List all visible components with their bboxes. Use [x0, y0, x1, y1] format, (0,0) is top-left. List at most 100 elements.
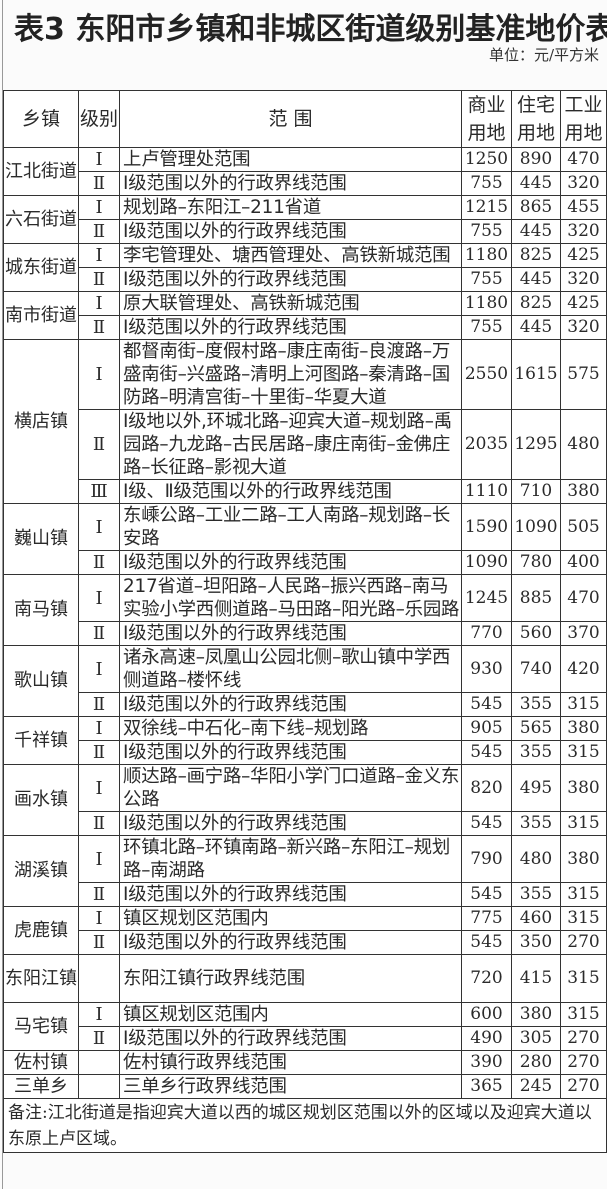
level-cell: Ⅱ [78, 219, 120, 244]
industrial-price-cell: 425 [560, 291, 607, 316]
scope-cell: Ⅰ级范围以外的行政界线范围 [119, 740, 462, 765]
level-cell: Ⅱ [78, 171, 120, 196]
page-border [2, 0, 3, 1189]
level-cell: Ⅱ [78, 930, 120, 955]
table-header-row: 乡镇 级别 范 围 商业用地 住宅用地 工业用地 [3, 90, 607, 148]
table-row: Ⅲ Ⅰ级、Ⅱ级范围以外的行政界线范围 1110 710 380 [4, 479, 607, 504]
scope-cell: 规划路–东阳江–211省道 [119, 195, 462, 220]
industrial-price-cell: 470 [560, 574, 607, 622]
residential-price-cell: 415 [511, 954, 561, 1003]
land-price-table: 乡镇 级别 范 围 商业用地 住宅用地 工业用地 江北街道 Ⅰ 上卢管理处范围 125… [3, 90, 607, 1153]
industrial-price-cell: 380 [560, 764, 607, 812]
commercial-price-cell: 1180 [461, 291, 512, 316]
table-row: 城东街道 Ⅰ 李宅管理处、塘西管理处、高铁新城范围 1180 825 425 [3, 243, 607, 292]
scope-cell: 环镇北路–环镇南路–新兴路–东阳江–规划路–南湖路 [119, 835, 462, 883]
scope-cell: Ⅰ级范围以外的行政界线范围 [119, 219, 462, 244]
industrial-price-cell: 315 [560, 906, 607, 931]
scope-cell: 镇区规划区范围内 [119, 1002, 462, 1027]
town-name-cell: 画水镇 [3, 764, 79, 836]
residential-price-cell: 495 [511, 764, 561, 812]
residential-price-cell: 1090 [511, 503, 561, 551]
level-cell: Ⅰ [78, 339, 120, 410]
scope-cell: 都督南街–度假村路–康庄南街–良渡路–万盛南街–兴盛路–清明上河图路–秦清路–国… [119, 339, 462, 410]
residential-price-cell: 355 [511, 740, 561, 765]
industrial-price-cell: 320 [560, 267, 607, 292]
industrial-price-cell: 380 [560, 716, 607, 741]
table-row: Ⅱ Ⅰ级范围以外的行政界线范围 755 445 320 [4, 267, 607, 292]
level-cell: Ⅰ [78, 716, 120, 741]
commercial-price-cell: 1090 [461, 550, 512, 575]
commercial-price-cell: 820 [461, 764, 512, 812]
commercial-price-cell: 545 [461, 930, 512, 955]
residential-price-cell: 480 [511, 835, 561, 883]
residential-price-cell: 355 [511, 692, 561, 717]
table-row: 巍山镇 Ⅰ 东嵊公路–工业二路–工人南路–规划路–长安路 1590 1090 505 [3, 503, 607, 575]
scope-cell: Ⅰ级范围以外的行政界线范围 [119, 692, 462, 717]
header-scope: 范 围 [119, 90, 462, 148]
level-cell: Ⅰ [78, 243, 120, 268]
level-cell: Ⅰ [78, 835, 120, 883]
table-row: Ⅱ Ⅰ级范围以外的行政界线范围 755 445 320 [4, 219, 607, 244]
town-name-cell: 江北街道 [3, 147, 79, 196]
header-commercial: 商业用地 [461, 90, 512, 148]
town-name-cell: 三单乡 [3, 1074, 79, 1099]
header-industrial: 工业用地 [560, 90, 607, 148]
level-cell: Ⅲ [78, 479, 120, 504]
table-row: Ⅱ Ⅰ级范围以外的行政界线范围 755 445 320 [4, 171, 607, 196]
level-cell: Ⅱ [78, 267, 120, 292]
scope-cell: Ⅰ级范围以外的行政界线范围 [119, 550, 462, 575]
level-cell: Ⅰ [78, 764, 120, 812]
industrial-price-cell: 380 [560, 835, 607, 883]
residential-price-cell: 350 [511, 930, 561, 955]
residential-price-cell: 560 [511, 621, 561, 646]
industrial-price-cell: 270 [560, 1074, 607, 1099]
table-note: 备注:江北街道是指迎宾大道以西的城区规划区范围以外的区域以及迎宾大道以东原上卢区… [3, 1098, 607, 1153]
table-row: 横店镇 Ⅰ 都督南街–度假村路–康庄南街–良渡路–万盛南街–兴盛路–清明上河图路–秦… [3, 339, 607, 504]
commercial-price-cell: 1590 [461, 503, 512, 551]
scope-cell: 上卢管理处范围 [119, 147, 462, 172]
town-name-cell: 东阳江镇 [3, 954, 79, 1003]
level-cell: Ⅱ [78, 692, 120, 717]
industrial-price-cell: 270 [560, 930, 607, 955]
residential-price-cell: 445 [511, 171, 561, 196]
scope-cell: 双徐线–中石化–南下线–规划路 [119, 716, 462, 741]
level-cell: Ⅱ [78, 882, 120, 907]
commercial-price-cell: 1215 [461, 195, 512, 220]
residential-price-cell: 565 [511, 716, 561, 741]
scope-cell: Ⅰ级范围以外的行政界线范围 [119, 1026, 462, 1051]
commercial-price-cell: 790 [461, 835, 512, 883]
level-cell: Ⅰ [78, 503, 120, 551]
table-row: 虎鹿镇 Ⅰ 镇区规划区范围内 775 460 315 [3, 906, 607, 955]
commercial-price-cell: 770 [461, 621, 512, 646]
industrial-price-cell: 455 [560, 195, 607, 220]
scope-cell: 诸永高速–凤凰山公园北侧–歌山镇中学西侧道路–楼怀线 [119, 645, 462, 693]
industrial-price-cell: 315 [560, 1002, 607, 1027]
table-row: 马宅镇 Ⅰ 镇区规划区范围内 600 380 315 [3, 1002, 607, 1051]
commercial-price-cell: 1245 [461, 574, 512, 622]
town-name-cell: 巍山镇 [3, 503, 79, 575]
table-row: 江北街道 Ⅰ 上卢管理处范围 1250 890 470 [3, 147, 607, 196]
residential-price-cell: 355 [511, 882, 561, 907]
scope-cell: 李宅管理处、塘西管理处、高铁新城范围 [119, 243, 462, 268]
commercial-price-cell: 755 [461, 315, 512, 340]
scope-cell: Ⅰ级范围以外的行政界线范围 [119, 171, 462, 196]
commercial-price-cell: 545 [461, 740, 512, 765]
level-cell [78, 1074, 120, 1099]
industrial-price-cell: 315 [560, 882, 607, 907]
table-row: Ⅱ Ⅰ级范围以外的行政界线范围 545 350 270 [4, 930, 607, 955]
residential-price-cell: 890 [511, 147, 561, 172]
residential-price-cell: 825 [511, 243, 561, 268]
industrial-price-cell: 420 [560, 645, 607, 693]
residential-price-cell: 305 [511, 1026, 561, 1051]
level-cell [78, 1050, 120, 1075]
note-row: 备注:江北街道是指迎宾大道以西的城区规划区范围以外的区域以及迎宾大道以东原上卢区… [3, 1098, 607, 1153]
scope-cell: Ⅰ级范围以外的行政界线范围 [119, 882, 462, 907]
table-row: 画水镇 Ⅰ 顺达路–画宁路–华阳小学门口道路–金义东公路 820 495 380 [3, 764, 607, 836]
residential-price-cell: 245 [511, 1074, 561, 1099]
commercial-price-cell: 1180 [461, 243, 512, 268]
level-cell: Ⅱ [78, 621, 120, 646]
industrial-price-cell: 380 [560, 479, 607, 504]
level-cell: Ⅱ [78, 409, 120, 480]
table-row: Ⅱ Ⅰ级范围以外的行政界线范围 770 560 370 [4, 621, 607, 646]
industrial-price-cell: 315 [560, 811, 607, 836]
